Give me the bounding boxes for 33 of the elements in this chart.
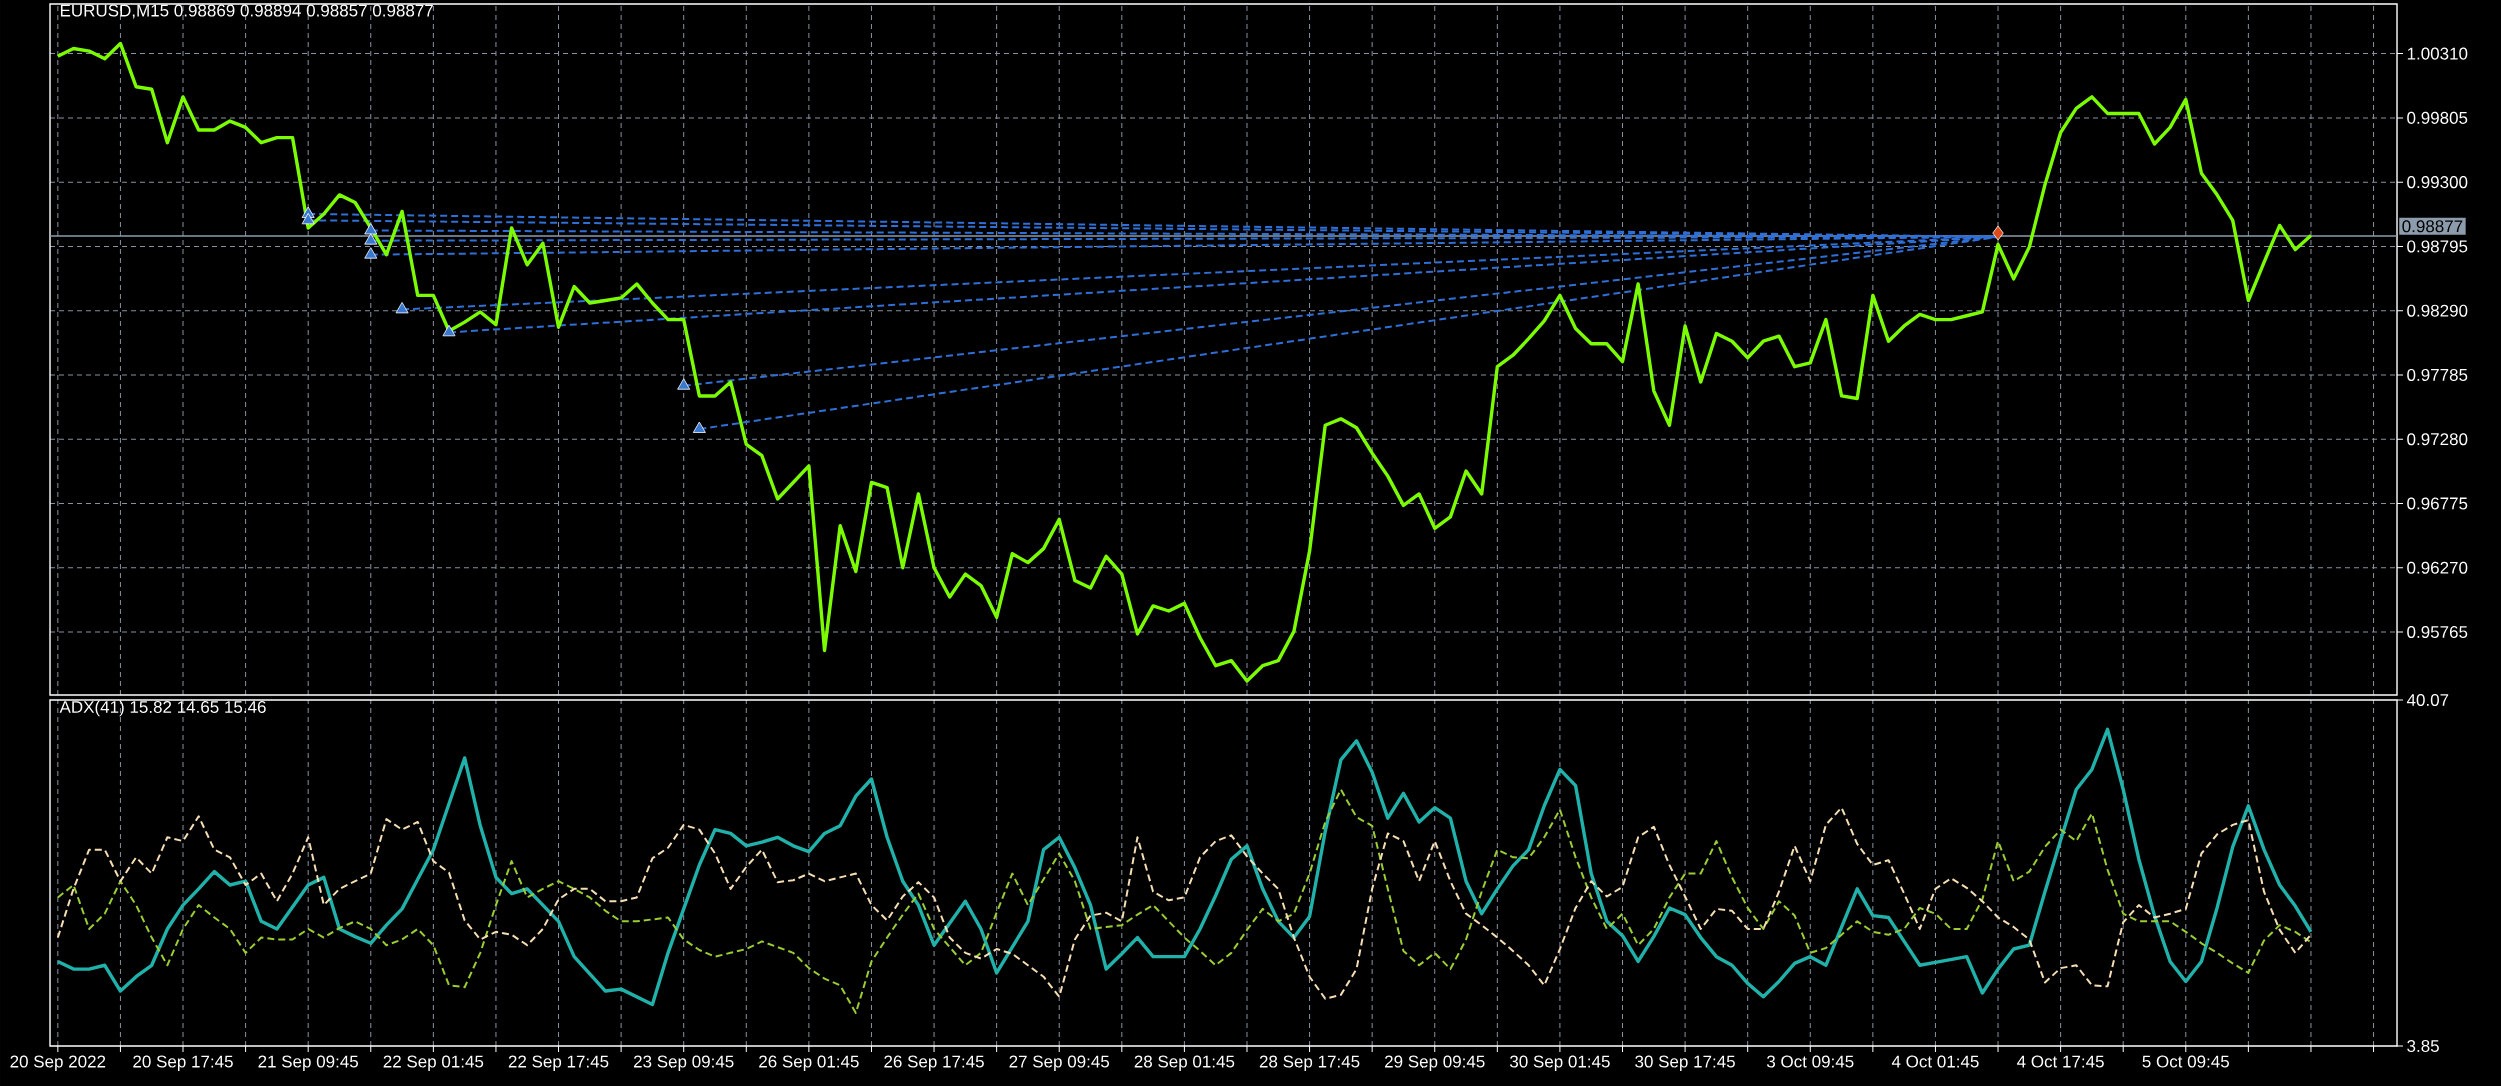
chart-title: ADX(41) 15.82 14.65 15.46 [59, 700, 266, 717]
x-tick-label: 23 Sep 09:45 [633, 1055, 734, 1071]
y-tick-label: 0.98290 [2407, 304, 2468, 317]
y-tick-label: 0.96775 [2407, 497, 2468, 510]
x-tick-label: 26 Sep 01:45 [759, 1055, 859, 1071]
chart-title: EURUSD,M15 0.98869 0.98894 0.98857 0.98877 [60, 4, 433, 19]
x-tick-label: 28 Sep 17:45 [1259, 1055, 1360, 1071]
x-tick-label: 26 Sep 17:45 [884, 1055, 984, 1071]
x-tick-label: 3 Oct 09:45 [1766, 1055, 1854, 1068]
y-tick-label: 0.98795 [2407, 240, 2468, 253]
y-tick-label: 0.97785 [2407, 368, 2468, 381]
x-tick-label: 22 Sep 17:45 [508, 1055, 609, 1071]
x-tick-label: 30 Sep 01:45 [1509, 1055, 1610, 1071]
x-tick-label: 21 Sep 09:45 [258, 1055, 359, 1071]
y-tick-label: 0.97280 [2407, 433, 2468, 446]
x-tick-label: 4 Oct 01:45 [1891, 1055, 1979, 1068]
x-tick-label: 22 Sep 01:45 [383, 1055, 484, 1071]
x-tick-label: 28 Sep 01:45 [1134, 1055, 1235, 1071]
x-tick-label: 27 Sep 09:45 [1009, 1055, 1110, 1071]
y-tick-label: 0.99805 [2407, 111, 2468, 124]
x-tick-label: 20 Sep 2022 [10, 1055, 106, 1071]
x-tick-label: 30 Sep 17:45 [1635, 1055, 1735, 1071]
y-tick-label: 0.96270 [2407, 561, 2468, 574]
x-tick-label: 20 Sep 17:45 [133, 1055, 233, 1071]
x-tick-label: 4 Oct 17:45 [2017, 1055, 2104, 1068]
x-tick-label: 29 Sep 09:45 [1385, 1055, 1485, 1071]
y-tick-label: 3.85 [2407, 1039, 2439, 1053]
y-tick-label: 0.99300 [2407, 176, 2468, 189]
y-tick-label: 40.07 [2406, 693, 2449, 707]
x-tick-label: 5 Oct 09:45 [2142, 1055, 2229, 1068]
y-tick-label: 0.95765 [2407, 625, 2468, 639]
y-tick-label: 1.00310 [2407, 47, 2468, 60]
ref-line-label: 0.98877 [2402, 220, 2463, 233]
